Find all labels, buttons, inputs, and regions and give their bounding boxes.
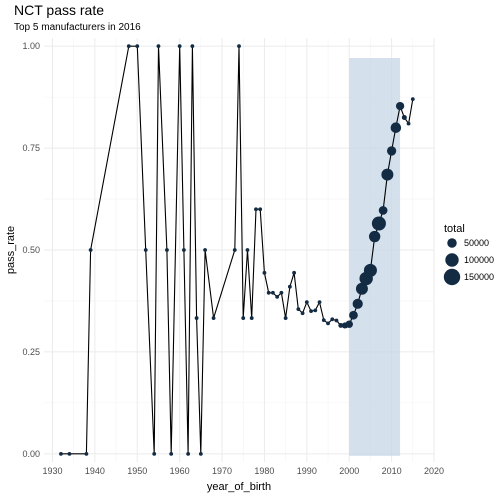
data-point: [300, 311, 305, 316]
data-point: [355, 282, 368, 295]
x-tick-label: 1960: [170, 466, 190, 476]
data-point: [165, 248, 169, 252]
data-point: [381, 168, 394, 181]
data-point: [152, 451, 157, 456]
data-point: [321, 318, 326, 323]
data-point: [249, 316, 254, 320]
data-point: [386, 146, 397, 156]
x-axis-title: year_of_birth: [207, 481, 271, 493]
y-tick-label: 0.00: [22, 449, 40, 459]
data-point: [266, 290, 271, 295]
data-point: [279, 290, 284, 295]
data-point: [287, 284, 292, 289]
data-point: [275, 294, 280, 299]
data-point: [126, 44, 131, 49]
data-point: [258, 207, 263, 212]
legend-label: 100000: [464, 255, 494, 265]
data-point: [143, 248, 148, 252]
data-point: [406, 121, 411, 126]
data-point: [368, 230, 381, 243]
x-tick-label: 1940: [85, 466, 105, 476]
data-point: [390, 122, 402, 133]
data-point: [410, 97, 415, 102]
chart-subtitle: Top 5 manufacturers in 2016: [14, 22, 141, 33]
legend-label: 50000: [464, 238, 489, 248]
y-tick-label: 0.75: [22, 143, 40, 153]
data-point: [67, 451, 72, 456]
data-point: [378, 206, 388, 215]
data-point: [135, 44, 140, 49]
data-point: [181, 248, 186, 252]
chart-title: NCT pass rate: [14, 2, 104, 18]
data-point: [271, 290, 275, 295]
legend-key: [447, 238, 457, 248]
data-point: [232, 248, 237, 252]
data-point: [84, 451, 89, 456]
data-point: [352, 298, 363, 309]
legend-title: total: [444, 223, 465, 235]
highlight-band: [349, 58, 401, 456]
data-point: [401, 114, 407, 121]
data-point: [349, 310, 358, 320]
data-point: [254, 207, 258, 212]
x-tick-label: 2010: [382, 466, 402, 476]
data-point: [296, 307, 301, 312]
data-point: [237, 44, 241, 49]
x-tick-label: 1990: [297, 466, 317, 476]
data-point: [211, 316, 216, 320]
x-tick-label: 1980: [254, 466, 274, 476]
data-point: [309, 309, 313, 314]
data-point: [156, 44, 161, 49]
data-point: [283, 316, 288, 320]
data-point: [245, 248, 250, 252]
data-point: [198, 451, 203, 456]
data-point: [190, 44, 195, 49]
data-point: [186, 451, 191, 456]
data-point: [241, 316, 246, 320]
x-tick-label: 1950: [127, 466, 147, 476]
data-point: [169, 451, 174, 456]
y-tick-label: 1.00: [22, 41, 40, 51]
y-tick-label: 0.25: [22, 347, 40, 357]
data-point: [203, 248, 207, 252]
data-point: [88, 248, 93, 252]
data-point: [345, 320, 353, 328]
y-axis-title: pass_rate: [5, 226, 17, 274]
data-point: [338, 323, 344, 328]
data-point: [334, 318, 339, 323]
y-tick-label: 0.50: [22, 245, 40, 255]
legend-key: [445, 253, 459, 267]
x-tick-label: 1970: [212, 466, 232, 476]
data-point: [371, 216, 386, 231]
data-point: [177, 44, 182, 49]
data-point: [304, 300, 309, 305]
x-tick-label: 2000: [339, 466, 359, 476]
x-tick-label: 1930: [42, 466, 62, 476]
legend-label: 150000: [464, 272, 494, 282]
legend-key: [443, 268, 461, 286]
data-point: [194, 316, 199, 320]
x-tick-label: 2020: [424, 466, 444, 476]
data-point: [326, 321, 330, 326]
data-point: [59, 451, 63, 456]
data-point: [330, 317, 335, 322]
data-point: [395, 101, 405, 111]
data-point: [262, 270, 267, 275]
data-point: [317, 300, 322, 305]
data-point: [292, 270, 297, 275]
data-point: [313, 308, 318, 313]
data-point: [363, 263, 377, 277]
